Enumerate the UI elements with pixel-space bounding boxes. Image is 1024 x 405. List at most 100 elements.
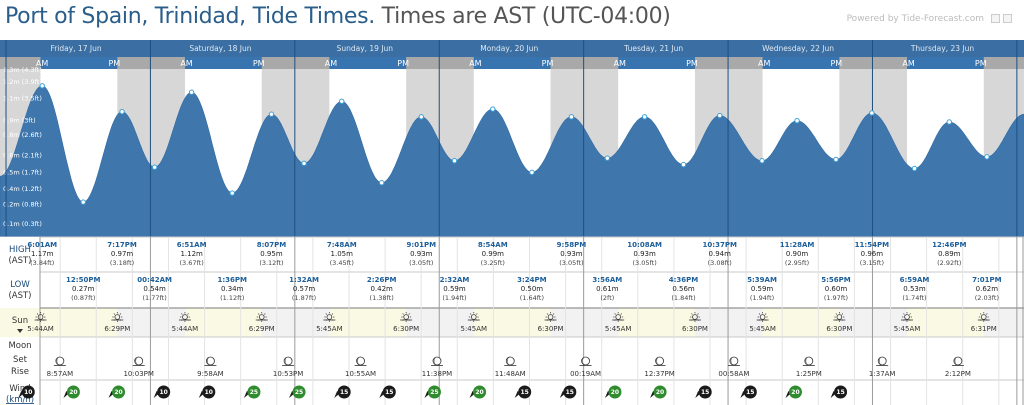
wind-indicator: 20 bbox=[785, 385, 802, 399]
sun-disc bbox=[836, 314, 843, 320]
wind-speed: 20 bbox=[475, 389, 483, 396]
sun-disc bbox=[615, 314, 621, 320]
tide-height-ft: (1.94ft) bbox=[442, 294, 466, 302]
ampm-band bbox=[0, 57, 1024, 69]
sun-ray bbox=[113, 313, 116, 315]
sunrise-time: 5:44AM bbox=[27, 325, 54, 333]
sun-night bbox=[261, 308, 330, 337]
moon-rise-label: Rise bbox=[11, 367, 29, 377]
sun-night bbox=[694, 308, 763, 337]
tide-height-ft: (1.94ft) bbox=[750, 294, 774, 302]
tide-time: 7:17PM bbox=[107, 241, 137, 249]
sun-ray bbox=[614, 313, 616, 315]
wind-disc bbox=[382, 385, 396, 399]
moon-shade bbox=[656, 357, 659, 365]
moon-shade bbox=[207, 357, 210, 365]
moon-disc bbox=[356, 356, 365, 366]
tide-height-m: 0.59m bbox=[443, 285, 466, 293]
tide-height-ft: (1.64ft) bbox=[520, 294, 544, 302]
sun-ray bbox=[546, 313, 549, 315]
am-label: AM bbox=[469, 59, 481, 68]
sun-ray bbox=[257, 313, 260, 315]
tide-marker bbox=[641, 114, 648, 120]
sunrise-time: 5:45AM bbox=[894, 325, 921, 333]
share-icon[interactable] bbox=[991, 14, 1000, 23]
am-label: AM bbox=[325, 59, 337, 68]
wind-indicator: 20 bbox=[63, 385, 80, 399]
sunset-time: 6:30PM bbox=[682, 325, 708, 333]
y-tick-label: 0.4m (1.2ft) bbox=[3, 185, 42, 193]
tide-time: 00:42AM bbox=[137, 276, 172, 284]
wind-indicator: 15 bbox=[830, 385, 848, 399]
sun-ray bbox=[552, 313, 555, 315]
moon-row-label: Moon bbox=[8, 341, 31, 351]
tide-height-m: 0.27m bbox=[72, 285, 95, 293]
wind-indicator: 20 bbox=[469, 385, 487, 399]
tide-marker bbox=[490, 106, 496, 112]
sun-ray bbox=[469, 313, 472, 315]
wind-unit-link[interactable]: (km/h) bbox=[6, 395, 34, 405]
fullscreen-icon[interactable] bbox=[1003, 14, 1012, 23]
pm-label: PM bbox=[975, 59, 987, 68]
sun-disc bbox=[547, 314, 554, 320]
wind-speed: 15 bbox=[701, 389, 709, 396]
sun-ray bbox=[331, 313, 334, 315]
tide-height-ft: (3.18ft) bbox=[110, 259, 134, 267]
wind-disc bbox=[66, 385, 80, 399]
wind-speed: 15 bbox=[746, 389, 754, 396]
tide-height-m: 0.34m bbox=[221, 285, 244, 293]
tide-marker bbox=[418, 114, 424, 120]
sun-ray bbox=[36, 313, 39, 315]
tide-height-ft: (1.97ft) bbox=[824, 294, 848, 302]
low-row-sublabel: (AST) bbox=[8, 291, 31, 301]
sunrise-icon bbox=[467, 312, 480, 322]
tide-marker bbox=[717, 112, 723, 119]
wind-speed: 20 bbox=[791, 389, 799, 396]
sun-ray bbox=[325, 313, 328, 315]
tide-marker bbox=[833, 156, 839, 163]
moon-shade bbox=[135, 357, 138, 365]
tide-height-ft: (3.15ft) bbox=[860, 259, 884, 267]
sunset-icon bbox=[255, 312, 268, 322]
tide-height-m: 0.96m bbox=[861, 250, 884, 258]
sun-ray bbox=[841, 313, 844, 315]
sun-ray bbox=[909, 313, 911, 315]
moon-shade bbox=[954, 357, 957, 365]
wind-indicator: 10 bbox=[153, 385, 171, 399]
wind-indicator: 25 bbox=[424, 385, 441, 399]
high-row-sublabel: (AST) bbox=[8, 256, 31, 266]
y-tick-label: 1.2m (3.9ft) bbox=[3, 78, 42, 86]
wind-disc bbox=[653, 385, 667, 399]
tide-height-m: 0.62m bbox=[976, 285, 999, 293]
moon-disc bbox=[432, 356, 442, 366]
tide-time: 2:32AM bbox=[440, 276, 470, 284]
tide-marker bbox=[229, 190, 235, 196]
tide-time: 8:07PM bbox=[257, 241, 287, 249]
tide-height-ft: (3.67ft) bbox=[180, 259, 204, 267]
y-tick-label: 0.2m (0.8ft) bbox=[3, 201, 42, 209]
sunrise-icon bbox=[178, 312, 191, 322]
moonset-icon bbox=[53, 356, 66, 366]
wind-speed: 10 bbox=[205, 389, 213, 396]
tide-height-ft: (1.87ft) bbox=[292, 294, 316, 302]
tide-height-ft: (2.95ft) bbox=[785, 259, 809, 267]
sun-disc bbox=[258, 314, 265, 320]
sunset-time: 6:30PM bbox=[538, 325, 564, 333]
powered-by[interactable]: Powered by Tide-Forecast.com bbox=[846, 14, 984, 24]
tide-height-m: 0.90m bbox=[786, 250, 809, 258]
wind-speed: 15 bbox=[566, 389, 574, 396]
moon-disc bbox=[283, 356, 293, 366]
moon-disc bbox=[804, 356, 814, 366]
wind-speed: 15 bbox=[836, 389, 844, 396]
night-head bbox=[406, 57, 474, 69]
sunrise-time: 5:45AM bbox=[605, 325, 632, 333]
sun-disc bbox=[470, 314, 477, 320]
tide-marker bbox=[268, 111, 275, 117]
moon-shade bbox=[878, 357, 882, 365]
moonrise-icon bbox=[876, 356, 889, 366]
moon-shade bbox=[506, 357, 510, 365]
night-head bbox=[983, 57, 1024, 69]
moonset-time: 9:58AM bbox=[197, 370, 224, 378]
sunset-icon bbox=[111, 312, 124, 322]
pm-label: PM bbox=[686, 59, 698, 68]
